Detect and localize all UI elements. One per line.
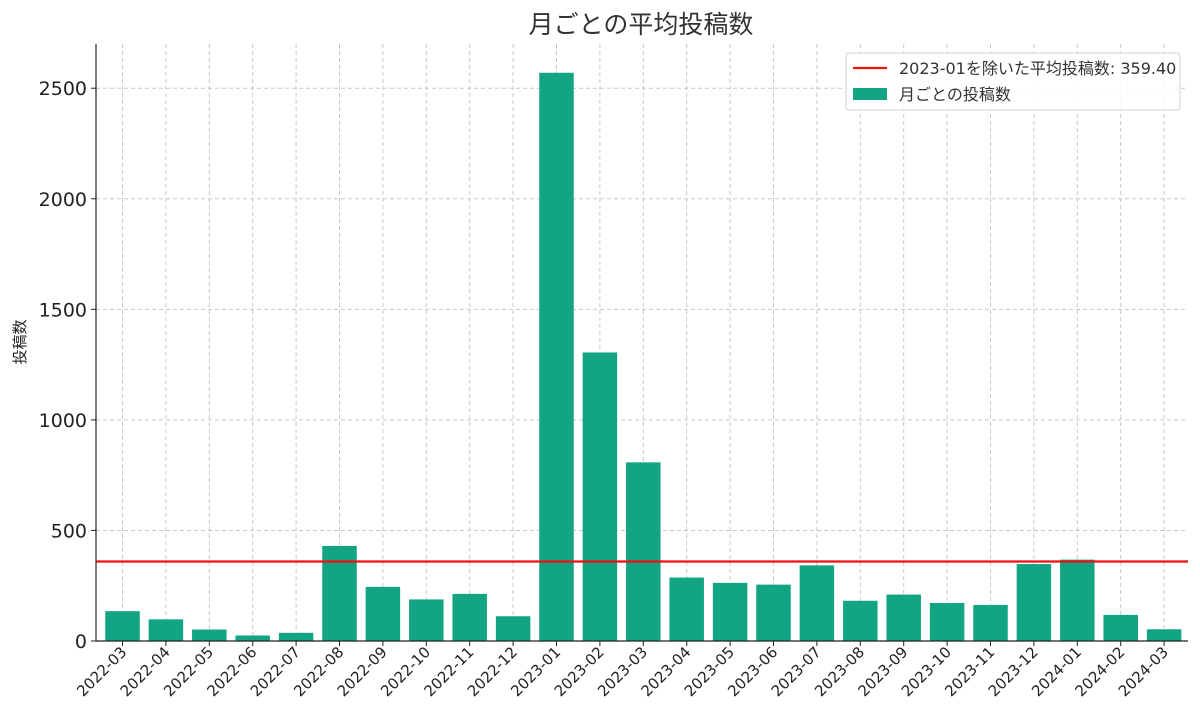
bars bbox=[105, 72, 1182, 641]
bar-2023-06 bbox=[756, 584, 791, 641]
y-axis-label: 投稿数 bbox=[11, 319, 29, 364]
legend-label-monthly: 月ごとの投稿数 bbox=[899, 85, 1011, 104]
bar-2023-04 bbox=[669, 577, 704, 641]
bar-2022-06 bbox=[235, 635, 270, 641]
bar-2023-09 bbox=[886, 594, 921, 641]
y-tick-label: 2000 bbox=[39, 189, 87, 211]
bar-2023-12 bbox=[1016, 564, 1052, 641]
bar-2022-12 bbox=[495, 616, 531, 641]
bar-2023-10 bbox=[929, 602, 965, 641]
bar-2022-03 bbox=[105, 611, 140, 641]
bar-2024-02 bbox=[1103, 614, 1138, 641]
y-tick-label: 1000 bbox=[39, 410, 87, 432]
legend-label-average: 2023-01を除いた平均投稿数: 359.40 bbox=[899, 59, 1176, 78]
legend: 2023-01を除いた平均投稿数: 359.40 月ごとの投稿数 bbox=[845, 52, 1181, 111]
bar-2023-07 bbox=[799, 565, 835, 641]
bar-2022-10 bbox=[409, 599, 444, 641]
bar-2022-08 bbox=[322, 545, 357, 641]
y-tick-label: 0 bbox=[75, 631, 87, 653]
bar-2022-05 bbox=[192, 629, 227, 641]
bar-2023-08 bbox=[843, 600, 878, 641]
bar-2022-07 bbox=[278, 632, 314, 641]
legend-box bbox=[845, 52, 1181, 111]
y-tick-label: 1500 bbox=[39, 299, 87, 321]
bar-2024-01 bbox=[1060, 559, 1095, 641]
y-tick-label: 500 bbox=[51, 520, 87, 542]
bar-2023-02 bbox=[582, 352, 618, 641]
bar-2022-11 bbox=[452, 593, 487, 641]
bar-2023-11 bbox=[973, 604, 1008, 641]
chart-title: 月ごとの平均投稿数 bbox=[529, 10, 754, 39]
y-tick-label: 2500 bbox=[39, 78, 87, 100]
bar-2022-09 bbox=[365, 586, 401, 641]
bar-2023-03 bbox=[626, 462, 661, 641]
legend-bar-swatch bbox=[853, 88, 887, 100]
bar-2023-05 bbox=[712, 582, 748, 641]
bar-2023-01 bbox=[539, 72, 574, 641]
bar-2024-03 bbox=[1146, 629, 1182, 641]
bar-2022-04 bbox=[148, 619, 184, 641]
